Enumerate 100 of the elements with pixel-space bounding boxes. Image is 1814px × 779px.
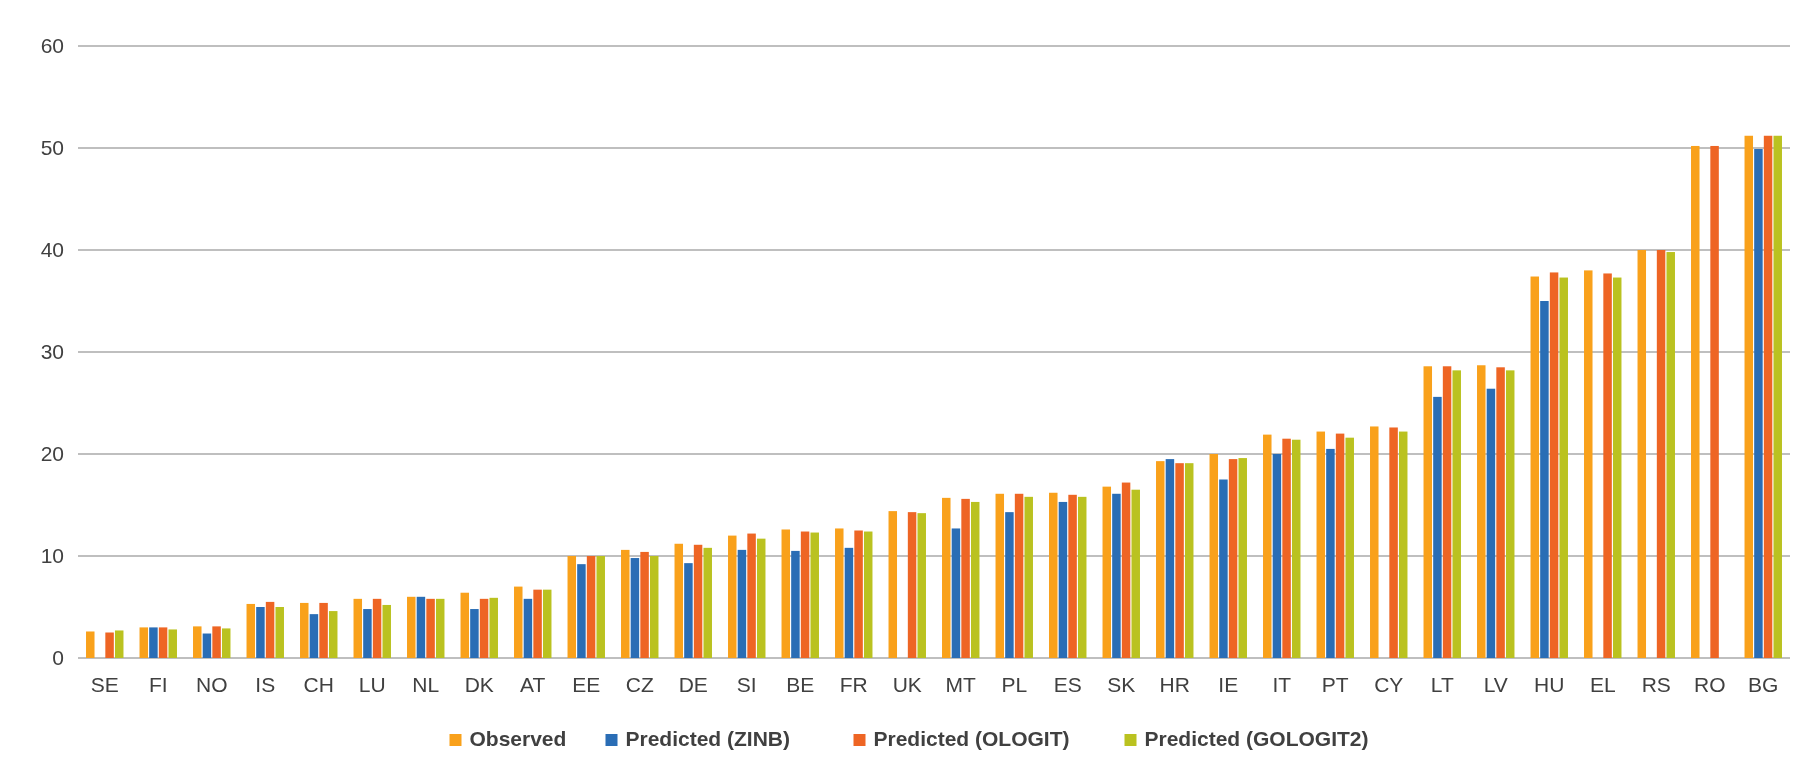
bar bbox=[1156, 461, 1165, 658]
bar bbox=[917, 513, 926, 658]
x-tick-label: HR bbox=[1159, 673, 1190, 696]
bar bbox=[1423, 366, 1433, 658]
y-tick-label: 0 bbox=[52, 646, 64, 670]
bar bbox=[791, 550, 800, 658]
bar bbox=[1540, 301, 1549, 658]
bar bbox=[728, 535, 737, 658]
legend-label: Observed bbox=[469, 727, 567, 750]
bar bbox=[1077, 496, 1087, 658]
bar bbox=[835, 528, 844, 658]
bar bbox=[800, 531, 810, 658]
x-tick-label: IS bbox=[255, 673, 276, 696]
bar bbox=[158, 627, 168, 658]
bar bbox=[114, 630, 124, 658]
bar bbox=[567, 556, 577, 658]
bar bbox=[542, 589, 552, 658]
x-tick-label: CZ bbox=[625, 673, 654, 696]
bar bbox=[1710, 145, 1719, 658]
bar bbox=[630, 558, 640, 658]
bar bbox=[1121, 482, 1131, 658]
x-tick-label: RO bbox=[1694, 673, 1726, 696]
x-tick-label: CY bbox=[1374, 673, 1404, 696]
bar bbox=[1131, 489, 1140, 658]
bar bbox=[747, 533, 756, 658]
bar bbox=[193, 626, 202, 658]
bar bbox=[1477, 365, 1486, 658]
bar bbox=[212, 626, 221, 658]
bar bbox=[1014, 493, 1024, 658]
x-tick-label: ES bbox=[1053, 673, 1082, 696]
bar bbox=[372, 598, 382, 658]
bar bbox=[353, 598, 363, 658]
bar bbox=[1238, 458, 1247, 658]
legend-label: Predicted (ZINB) bbox=[625, 727, 791, 750]
x-tick-label: EL bbox=[1589, 673, 1616, 696]
y-tick-label: 40 bbox=[40, 238, 64, 262]
bar bbox=[256, 607, 265, 658]
bar bbox=[1442, 366, 1452, 658]
x-tick-label: LV bbox=[1483, 673, 1508, 696]
bar bbox=[1612, 277, 1622, 658]
bar bbox=[202, 633, 212, 658]
y-tick-label: 20 bbox=[40, 442, 64, 466]
bar bbox=[1068, 494, 1077, 658]
bar bbox=[1112, 493, 1121, 658]
bar bbox=[1559, 277, 1568, 658]
bar bbox=[1370, 426, 1379, 658]
bar bbox=[640, 551, 649, 658]
bar bbox=[907, 512, 917, 658]
bar bbox=[586, 556, 596, 658]
x-tick-label: CH bbox=[303, 673, 334, 696]
bar bbox=[1398, 431, 1408, 658]
bar bbox=[1691, 145, 1700, 658]
x-tick-label: RS bbox=[1641, 673, 1671, 696]
bar bbox=[942, 497, 951, 658]
bar bbox=[105, 632, 114, 658]
bar bbox=[1024, 496, 1033, 658]
x-tick-label: IE bbox=[1218, 673, 1239, 696]
y-tick-label: 50 bbox=[40, 136, 64, 160]
x-tick-label: NL bbox=[412, 673, 440, 696]
bar bbox=[596, 556, 605, 658]
x-tick-label: HU bbox=[1534, 673, 1565, 696]
bar bbox=[1165, 459, 1175, 658]
bar bbox=[533, 589, 542, 658]
bar bbox=[265, 601, 275, 658]
bar bbox=[1763, 135, 1773, 658]
bar bbox=[470, 609, 479, 658]
bar bbox=[523, 598, 533, 658]
bar bbox=[168, 629, 177, 658]
x-tick-label: NO bbox=[196, 673, 228, 696]
bar bbox=[1209, 454, 1219, 658]
bar bbox=[703, 547, 712, 658]
bar bbox=[621, 549, 630, 658]
bar bbox=[1637, 250, 1647, 658]
x-tick-label: UK bbox=[892, 673, 922, 696]
y-tick-label: 60 bbox=[40, 34, 64, 58]
bar bbox=[1345, 437, 1354, 658]
bar bbox=[1228, 459, 1238, 658]
legend-label: Predicted (OLOGIT) bbox=[873, 727, 1070, 750]
bar bbox=[951, 528, 961, 658]
y-tick-label: 30 bbox=[40, 340, 64, 364]
x-tick-label: PT bbox=[1321, 673, 1349, 696]
bar bbox=[363, 609, 372, 658]
bar bbox=[781, 529, 791, 658]
x-tick-label: MT bbox=[945, 673, 977, 696]
x-tick-label: FI bbox=[148, 673, 168, 696]
bar bbox=[1326, 448, 1335, 658]
y-tick-label: 10 bbox=[40, 544, 64, 568]
bar bbox=[328, 611, 338, 658]
bar bbox=[1744, 135, 1754, 658]
bar bbox=[863, 531, 873, 658]
bar bbox=[514, 586, 523, 658]
bar bbox=[1584, 270, 1593, 658]
bar bbox=[1486, 388, 1496, 658]
bar bbox=[489, 597, 498, 658]
bar bbox=[1656, 250, 1666, 658]
bar bbox=[319, 602, 328, 658]
bar bbox=[1335, 433, 1345, 658]
x-tick-label: LU bbox=[358, 673, 386, 696]
bar bbox=[1291, 439, 1301, 658]
bar bbox=[844, 547, 854, 658]
